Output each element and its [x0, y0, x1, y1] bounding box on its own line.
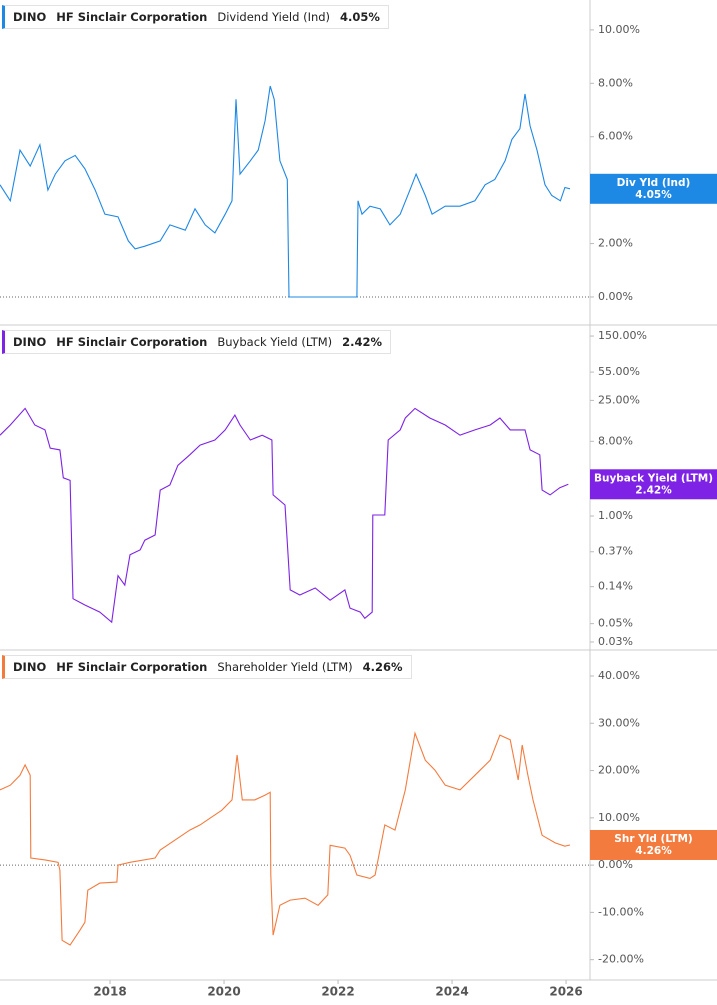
y-tick-label: 8.00%: [598, 434, 633, 447]
y-tick-label: 6.00%: [598, 130, 633, 143]
company-name: HF Sinclair Corporation: [56, 335, 208, 349]
current-value: 4.26%: [362, 660, 403, 674]
y-tick-label: -10.00%: [598, 905, 644, 918]
y-tick-label: 0.14%: [598, 580, 633, 593]
y-tick-label: 0.37%: [598, 545, 633, 558]
value-tag-value: 4.26%: [635, 845, 672, 857]
value-tag: Shr Yld (LTM)4.26%: [590, 829, 717, 860]
value-tag-name: Buyback Yield (LTM): [594, 472, 713, 484]
ticker: DINO: [13, 660, 47, 674]
value-tag-value: 4.05%: [635, 189, 672, 201]
value-tag: Buyback Yield (LTM)2.42%: [590, 469, 717, 500]
x-tick-label: 2018: [93, 985, 126, 999]
series-header: DINO HF Sinclair Corporation Dividend Yiel…: [2, 5, 389, 29]
current-value: 2.42%: [342, 335, 383, 349]
value-tag-box: [590, 469, 717, 500]
y-tick-label: 30.00%: [598, 716, 640, 729]
y-tick-label: 0.05%: [598, 617, 633, 630]
x-tick-label: 2022: [321, 985, 354, 999]
company-name: HF Sinclair Corporation: [56, 10, 208, 24]
y-tick-label: 150.00%: [598, 329, 647, 342]
value-tag-value: 2.42%: [635, 484, 672, 496]
y-tick-label: 10.00%: [598, 811, 640, 824]
y-tick-label: 2.00%: [598, 237, 633, 250]
value-tag-name: Div Yld (Ind): [617, 177, 691, 189]
y-tick-label: 25.00%: [598, 393, 640, 406]
y-tick-label: 55.00%: [598, 365, 640, 378]
current-value: 4.05%: [340, 10, 380, 24]
metric-title: Shareholder Yield (LTM): [217, 660, 353, 674]
y-tick-label: -20.00%: [598, 953, 644, 966]
series-header: DINO HF Sinclair Corporation Buyback Yield…: [2, 330, 392, 354]
value-tag: Div Yld (Ind)4.05%: [590, 173, 717, 204]
y-tick-label: 10.00%: [598, 23, 640, 36]
ticker: DINO: [13, 335, 47, 349]
value-tag-name: Shr Yld (LTM): [614, 833, 692, 845]
y-tick-label: 8.00%: [598, 76, 633, 89]
series-line: [0, 731, 571, 946]
y-tick-label: 20.00%: [598, 764, 640, 777]
x-tick-label: 2020: [207, 985, 240, 999]
y-tick-label: 0.00%: [598, 858, 633, 871]
value-tag-box: [590, 173, 717, 204]
company-name: HF Sinclair Corporation: [56, 660, 208, 674]
y-tick-label: 0.03%: [598, 635, 633, 648]
x-tick-label: 2026: [549, 985, 582, 999]
y-tick-label: 0.00%: [598, 290, 633, 303]
y-tick-label: 40.00%: [598, 669, 640, 682]
series-header: DINO HF Sinclair Corporation Shareholder Y…: [2, 655, 412, 679]
series-line: [0, 85, 571, 298]
x-tick-label: 2024: [435, 985, 468, 999]
series-line: [0, 407, 569, 624]
ticker: DINO: [13, 10, 47, 24]
value-tag-box: [590, 829, 717, 860]
metric-title: Dividend Yield (Ind): [217, 10, 331, 24]
metric-title: Buyback Yield (LTM): [217, 335, 333, 349]
y-tick-label: 1.00%: [598, 509, 633, 522]
